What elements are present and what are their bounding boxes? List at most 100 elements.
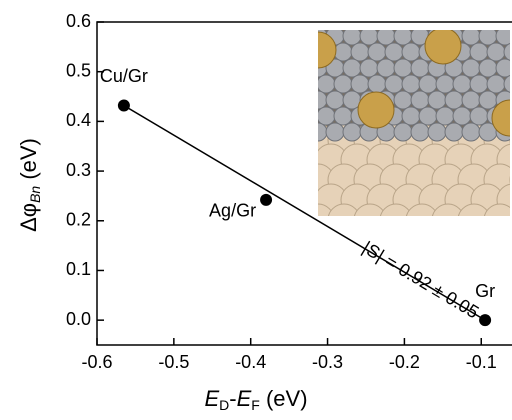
atom-carbon [318,122,328,142]
atom-substrate [353,203,387,216]
y-tick-label: 0.0 [66,309,91,329]
atom-carbon [486,74,506,94]
y-tick-label: 0.3 [66,160,91,180]
inset-image [318,30,510,216]
x-tick-label: -0.6 [81,352,112,372]
atom-carbon [318,90,328,110]
x-label-part: F [251,397,260,413]
atom-carbon [486,42,506,62]
atom-carbon [359,30,379,46]
y-axis-label: ΔφBn (eV) [16,138,43,232]
atom-carbon [461,58,481,78]
atom-carbon [318,106,336,126]
x-axis-label: ED-EF (eV) [204,386,307,413]
atom-carbon [393,90,413,110]
atom-substrate [327,203,361,216]
atom-metal [318,31,337,69]
atom-substrate [405,203,439,216]
x-tick-label: -0.1 [466,352,497,372]
atom-carbon [393,58,413,78]
atom-carbon [376,58,396,78]
point-label: Ag/Gr [209,201,256,221]
inset-atoms [318,30,510,216]
atom-carbon [325,90,345,110]
x-label-part: E [237,386,252,411]
atom-carbon [401,74,421,94]
atom-metal [424,30,462,65]
x-tick-label: -0.5 [158,352,189,372]
atom-carbon [333,106,353,126]
plot-frame [96,21,512,346]
x-label-part: E [204,386,219,411]
atom-carbon [427,90,447,110]
x-label-part: D [219,397,229,413]
atom-carbon [503,42,510,62]
y-tick-label: 0.2 [66,210,91,230]
x-tick-label: -0.4 [235,352,266,372]
atom-carbon [350,42,370,62]
atom-carbon [342,122,362,142]
atom-carbon [418,74,438,94]
atom-carbon [393,122,413,142]
x-label-part: (eV) [260,386,308,411]
atom-carbon [410,122,430,142]
atom-metal [357,91,395,129]
x-label-part: - [229,386,236,411]
atom-substrate [483,203,510,216]
atom-carbon [478,30,498,46]
atom-carbon [410,58,430,78]
atom-carbon [427,122,447,142]
annotation: |S| = 0.92 ± 0.05 [359,237,482,322]
point [479,314,492,327]
atom-carbon [401,106,421,126]
point-label: Cu/Gr [100,66,148,86]
atom-carbon [444,122,464,142]
atom-carbon [469,42,489,62]
atom-carbon [333,42,353,62]
atom-carbon [478,90,498,110]
atom-carbon [350,74,370,94]
y-label-part: Bn [27,186,43,203]
atom-carbon [418,106,438,126]
atom-carbon [444,90,464,110]
atom-carbon [376,30,396,46]
atom-carbon [452,74,472,94]
atom-carbon [469,106,489,126]
atom-substrate [457,203,491,216]
atom-carbon [342,58,362,78]
atom-substrate [379,203,413,216]
atom-carbon [384,42,404,62]
atom-carbon [469,74,489,94]
atom-carbon [452,106,472,126]
atom-carbon [325,122,345,142]
atom-carbon [478,58,498,78]
atom-carbon [342,30,362,46]
atom-carbon [461,122,481,142]
atom-carbon [435,74,455,94]
y-tick-label: 0.1 [66,259,91,279]
x-tick-label: -0.3 [312,352,343,372]
atom-carbon [367,74,387,94]
atom-carbon [393,30,413,46]
y-tick-label: 0.6 [66,11,91,31]
atom-metal [491,99,510,137]
atom-carbon [461,90,481,110]
y-label-part: (eV) [16,138,41,186]
atom-carbon [318,74,336,94]
atom-carbon [495,30,510,46]
point [117,99,130,112]
atom-carbon [401,42,421,62]
point [260,193,273,206]
atom-carbon [384,74,404,94]
atom-carbon [367,42,387,62]
atom-carbon [333,74,353,94]
atom-carbon [495,58,510,78]
atom-substrate [431,203,465,216]
atom-carbon [503,74,510,94]
y-tick-label: 0.4 [66,110,91,130]
atom-carbon [461,30,481,46]
y-label-part: Δφ [16,203,41,232]
atom-carbon [435,106,455,126]
